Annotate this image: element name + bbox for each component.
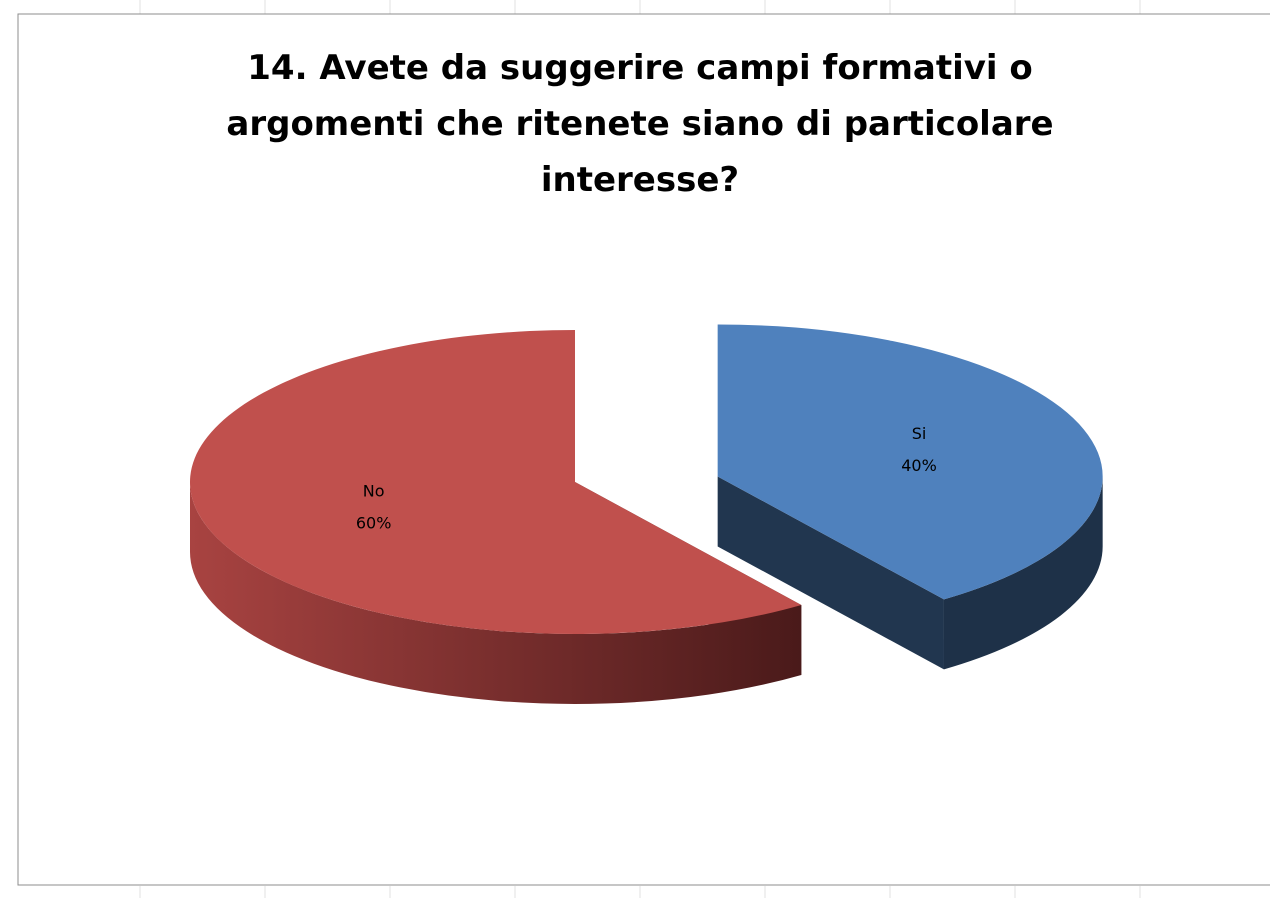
pie-tops: Si 40% No 60%	[189, 324, 1103, 634]
title-box: 14. Avete da suggerire campi formativi o…	[226, 48, 1054, 200]
data-label-category: No	[363, 481, 385, 500]
data-label-value: 40%	[901, 456, 937, 475]
chart-title: 14. Avete da suggerire campi formativi o…	[226, 48, 1054, 200]
slice-outer-wall	[189, 482, 802, 704]
sheet-grid	[139, 0, 1141, 898]
pie-slice	[717, 324, 1103, 600]
slice-cut-face	[717, 476, 944, 670]
data-label-category: Si	[912, 424, 927, 443]
data-label-value: 60%	[356, 513, 392, 532]
pie-slice	[189, 330, 802, 634]
slice-outer-wall	[943, 476, 1103, 670]
